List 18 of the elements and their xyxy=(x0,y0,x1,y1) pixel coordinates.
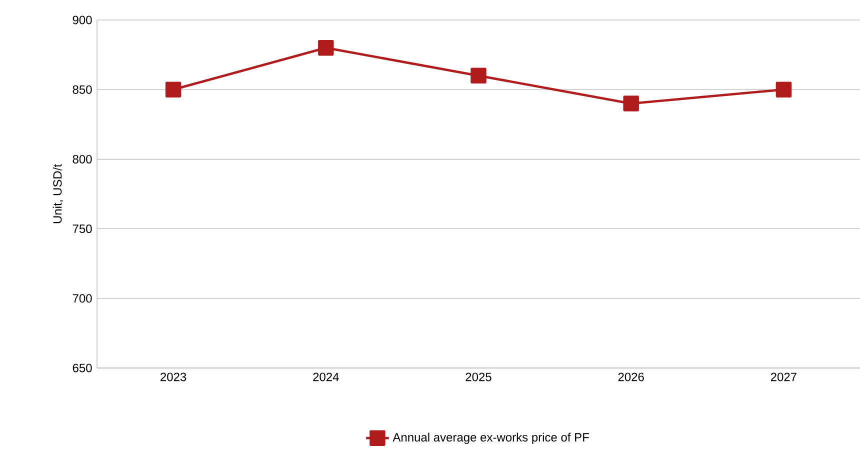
y-tick-label: 800 xyxy=(72,154,92,164)
y-tick-label: 750 xyxy=(72,224,92,234)
x-tick-label: 2026 xyxy=(618,372,644,382)
x-tick-label: 2024 xyxy=(313,372,339,382)
y-tick-label: 700 xyxy=(72,294,92,303)
point xyxy=(165,82,182,98)
point xyxy=(318,40,334,56)
x-tick-label: 2027 xyxy=(770,372,796,382)
y-tick-label: 850 xyxy=(72,85,92,94)
x-tick-label: 2023 xyxy=(160,372,186,382)
x-tick-label: 2025 xyxy=(466,372,492,382)
point xyxy=(776,82,792,98)
point xyxy=(623,96,639,112)
legend-label: Annual average ex-works price of PF xyxy=(392,432,589,444)
y-axis-title: Unit, USD/t xyxy=(52,164,64,224)
y-tick-label: 900 xyxy=(72,16,92,24)
point xyxy=(470,68,486,84)
y-tick-label: 650 xyxy=(72,364,92,372)
